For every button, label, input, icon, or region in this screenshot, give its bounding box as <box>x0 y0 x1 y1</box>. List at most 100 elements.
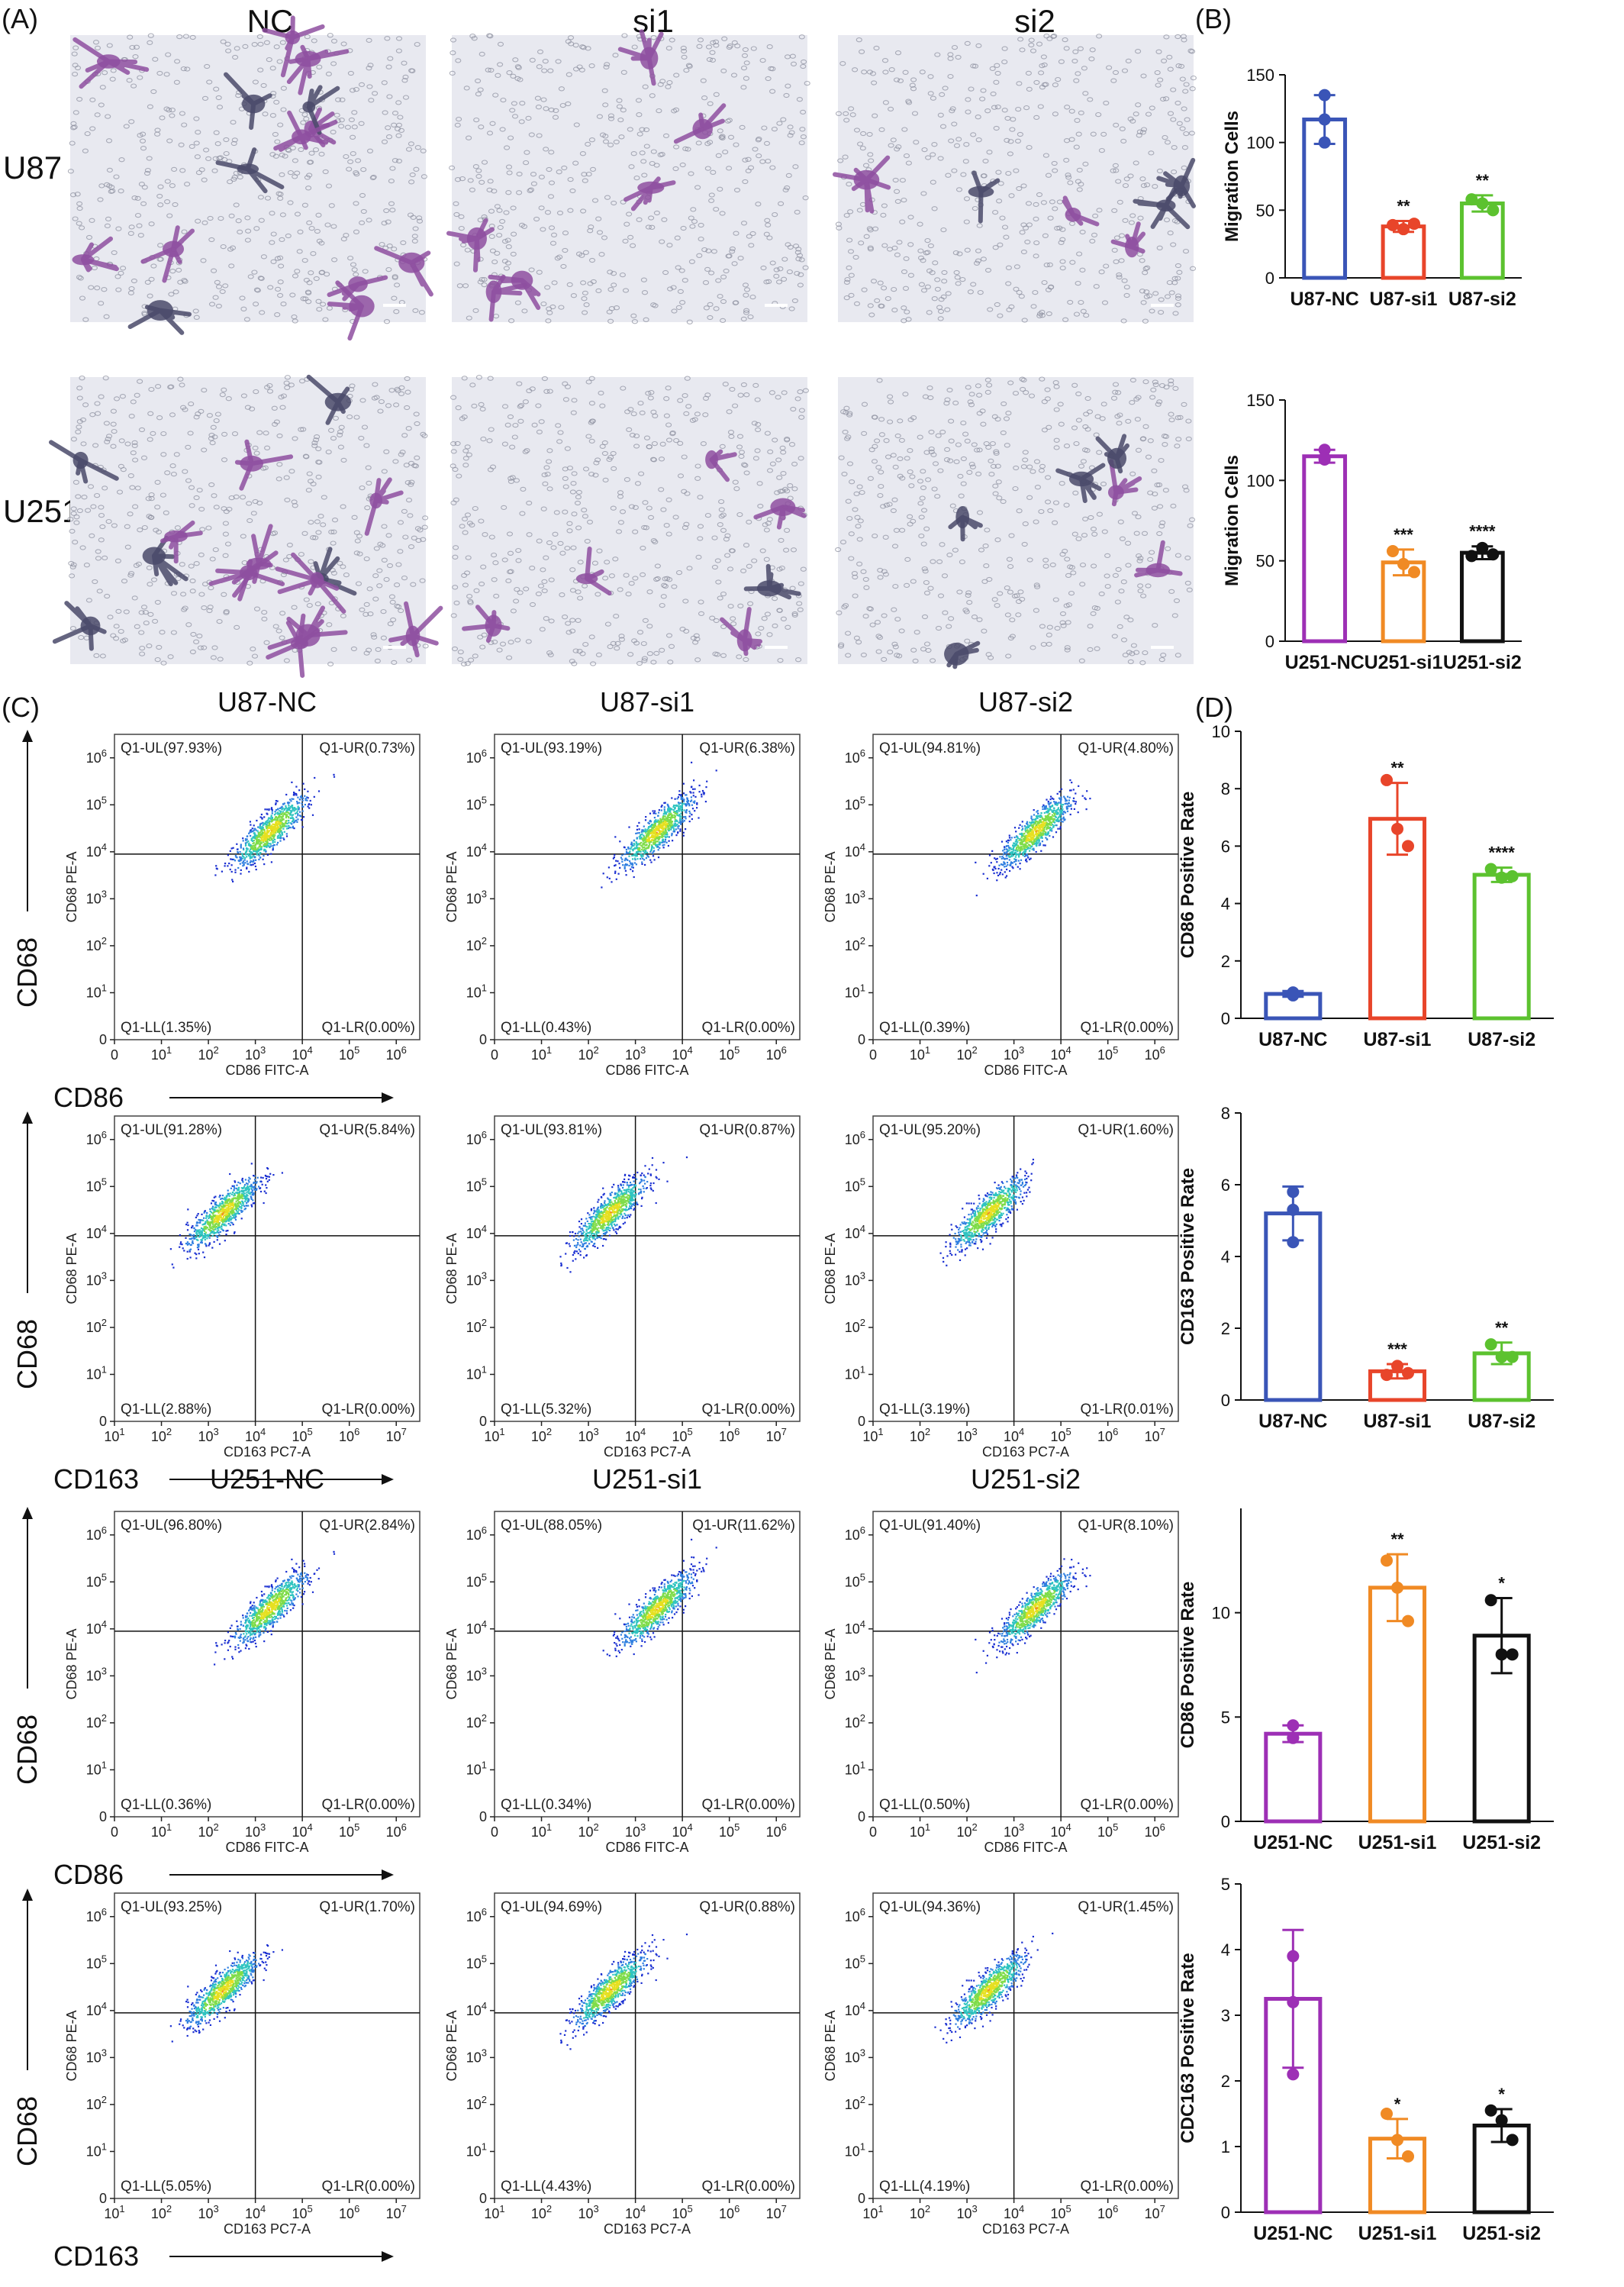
arrow-head <box>22 1111 33 1124</box>
y-tick-label: 103 <box>466 1665 487 1683</box>
quadrant-label: Q1-LR(0.00%) <box>1081 1797 1174 1813</box>
y-tick-label: 103 <box>86 2047 107 2065</box>
x-tick-label: 101 <box>531 1821 552 1840</box>
quadrant-label: Q1-UR(4.80%) <box>1078 740 1174 756</box>
y-tick-label: 103 <box>845 1269 865 1288</box>
x-tick-label: 104 <box>1004 1426 1024 1444</box>
micrograph-image <box>446 29 810 324</box>
panel-label-a: (A) <box>2 3 38 34</box>
x-tick-label: 103 <box>1004 1044 1024 1063</box>
flow-plot-frame <box>494 1115 801 1422</box>
x-tick-label: 102 <box>531 2203 552 2221</box>
y-tick-label: 103 <box>466 888 487 906</box>
y-tick-label: 0 <box>858 1809 865 1824</box>
y-channel-label: CD68 PE-A <box>444 851 459 922</box>
quadrant-label: Q1-UR(11.62%) <box>692 1518 795 1534</box>
y-marker-label: CD68 <box>11 1714 43 1785</box>
y-tick-label: 104 <box>86 1223 107 1241</box>
quadrant-label: Q1-UR(1.45%) <box>1078 1899 1174 1915</box>
flow-plot-frame <box>872 1115 1179 1422</box>
flow-plot-frame <box>114 734 420 1040</box>
quadrant-label: Q1-LR(0.00%) <box>1081 1020 1174 1036</box>
x-tick-label: 106 <box>719 1426 740 1444</box>
y-tick-label: 0 <box>479 2191 487 2206</box>
x-tick-label: 105 <box>292 1426 313 1444</box>
x-tick-label: 103 <box>245 1044 266 1063</box>
quadrant-label: Q1-UL(94.69%) <box>501 1899 602 1915</box>
quadrant-label: Q1-UR(0.87%) <box>699 1122 795 1138</box>
x-channel-label: CD163 PC7-A <box>224 2221 311 2237</box>
x-tick-label: 103 <box>956 1426 977 1444</box>
quadrant-label: Q1-UL(97.93%) <box>121 740 222 756</box>
x-tick-label: 106 <box>386 1044 407 1063</box>
quadrant-label: Q1-LR(0.00%) <box>322 2179 416 2195</box>
x-tick-label: 0 <box>869 1824 877 1840</box>
x-channel-label: CD163 PC7-A <box>982 1444 1069 1460</box>
y-tick-label: 101 <box>845 1759 865 1777</box>
x-tick-label: 106 <box>339 1426 359 1444</box>
x-tick-label: 102 <box>198 1044 218 1063</box>
y-tick-label: 104 <box>845 1618 865 1637</box>
quadrant-label: Q1-LR(0.01%) <box>1081 1402 1174 1418</box>
y-tick-label: 104 <box>86 841 107 860</box>
y-tick-label: 104 <box>86 1618 107 1637</box>
y-tick-label: 0 <box>479 1809 487 1824</box>
x-tick-label: 101 <box>151 1821 172 1840</box>
y-tick-label: 106 <box>86 747 107 766</box>
y-tick-label: 106 <box>86 1524 107 1543</box>
x-tick-label: 103 <box>625 1044 646 1063</box>
y-tick-label: 104 <box>466 2000 487 2018</box>
x-tick-label: 104 <box>672 1821 693 1840</box>
panel-label-d: (D) <box>1195 692 1233 723</box>
x-tick-label: 101 <box>862 1426 883 1444</box>
y-tick-label: 106 <box>845 1524 865 1543</box>
y-tick-label: 105 <box>845 1176 865 1194</box>
micrograph-row-title: U251 <box>3 493 80 529</box>
x-channel-label: CD86 FITC-A <box>984 1840 1067 1855</box>
x-tick-label: 102 <box>910 1426 930 1444</box>
y-channel-label: CD68 PE-A <box>823 1628 838 1699</box>
x-tick-label: 106 <box>766 1821 787 1840</box>
y-tick-label: 102 <box>466 1712 487 1731</box>
x-tick-label: 106 <box>719 2203 740 2221</box>
y-tick-label: 105 <box>845 794 865 812</box>
micrograph-image <box>835 376 1196 669</box>
x-channel-label: CD86 FITC-A <box>225 1063 308 1078</box>
x-marker-label: CD86 <box>53 1859 124 1890</box>
micrograph-row-title: U87 <box>3 150 63 185</box>
x-tick-label: 102 <box>151 1426 172 1444</box>
x-tick-label: 105 <box>339 1821 359 1840</box>
y-tick-label: 0 <box>479 1414 487 1429</box>
quadrant-label: Q1-UL(94.81%) <box>879 740 981 756</box>
arrow-head <box>382 1474 394 1485</box>
quadrant-label: Q1-UL(93.25%) <box>121 1899 222 1915</box>
y-tick-label: 102 <box>466 1317 487 1335</box>
flow-group-title: U87-si2 <box>978 686 1073 718</box>
flow-plot-frame <box>494 734 801 1040</box>
x-marker-label: CD163 <box>53 2240 139 2272</box>
flow-plot-frame <box>114 1511 420 1818</box>
y-tick-label: 102 <box>845 1317 865 1335</box>
x-tick-label: 102 <box>910 2203 930 2221</box>
y-channel-label: CD68 PE-A <box>64 1628 79 1699</box>
x-tick-label: 107 <box>386 1426 407 1444</box>
y-tick-label: 0 <box>479 1032 487 1047</box>
y-tick-label: 103 <box>86 1665 107 1683</box>
x-tick-label: 106 <box>766 1044 787 1063</box>
x-tick-label: 106 <box>1097 1426 1118 1444</box>
x-tick-label: 101 <box>910 1044 930 1063</box>
y-tick-label: 102 <box>86 935 107 953</box>
y-tick-label: 104 <box>466 841 487 860</box>
x-tick-label: 105 <box>1097 1044 1118 1063</box>
flow-plot-frame <box>872 734 1179 1040</box>
y-tick-label: 105 <box>86 794 107 812</box>
x-tick-label: 102 <box>956 1044 977 1063</box>
x-channel-label: CD163 PC7-A <box>224 1444 311 1460</box>
quadrant-label: Q1-UR(5.84%) <box>319 1122 415 1138</box>
micrograph-image <box>49 374 443 678</box>
x-tick-label: 107 <box>1145 2203 1165 2221</box>
y-tick-label: 102 <box>466 2094 487 2112</box>
y-channel-label: CD68 PE-A <box>64 2010 79 2081</box>
y-tick-label: 106 <box>466 1524 487 1543</box>
